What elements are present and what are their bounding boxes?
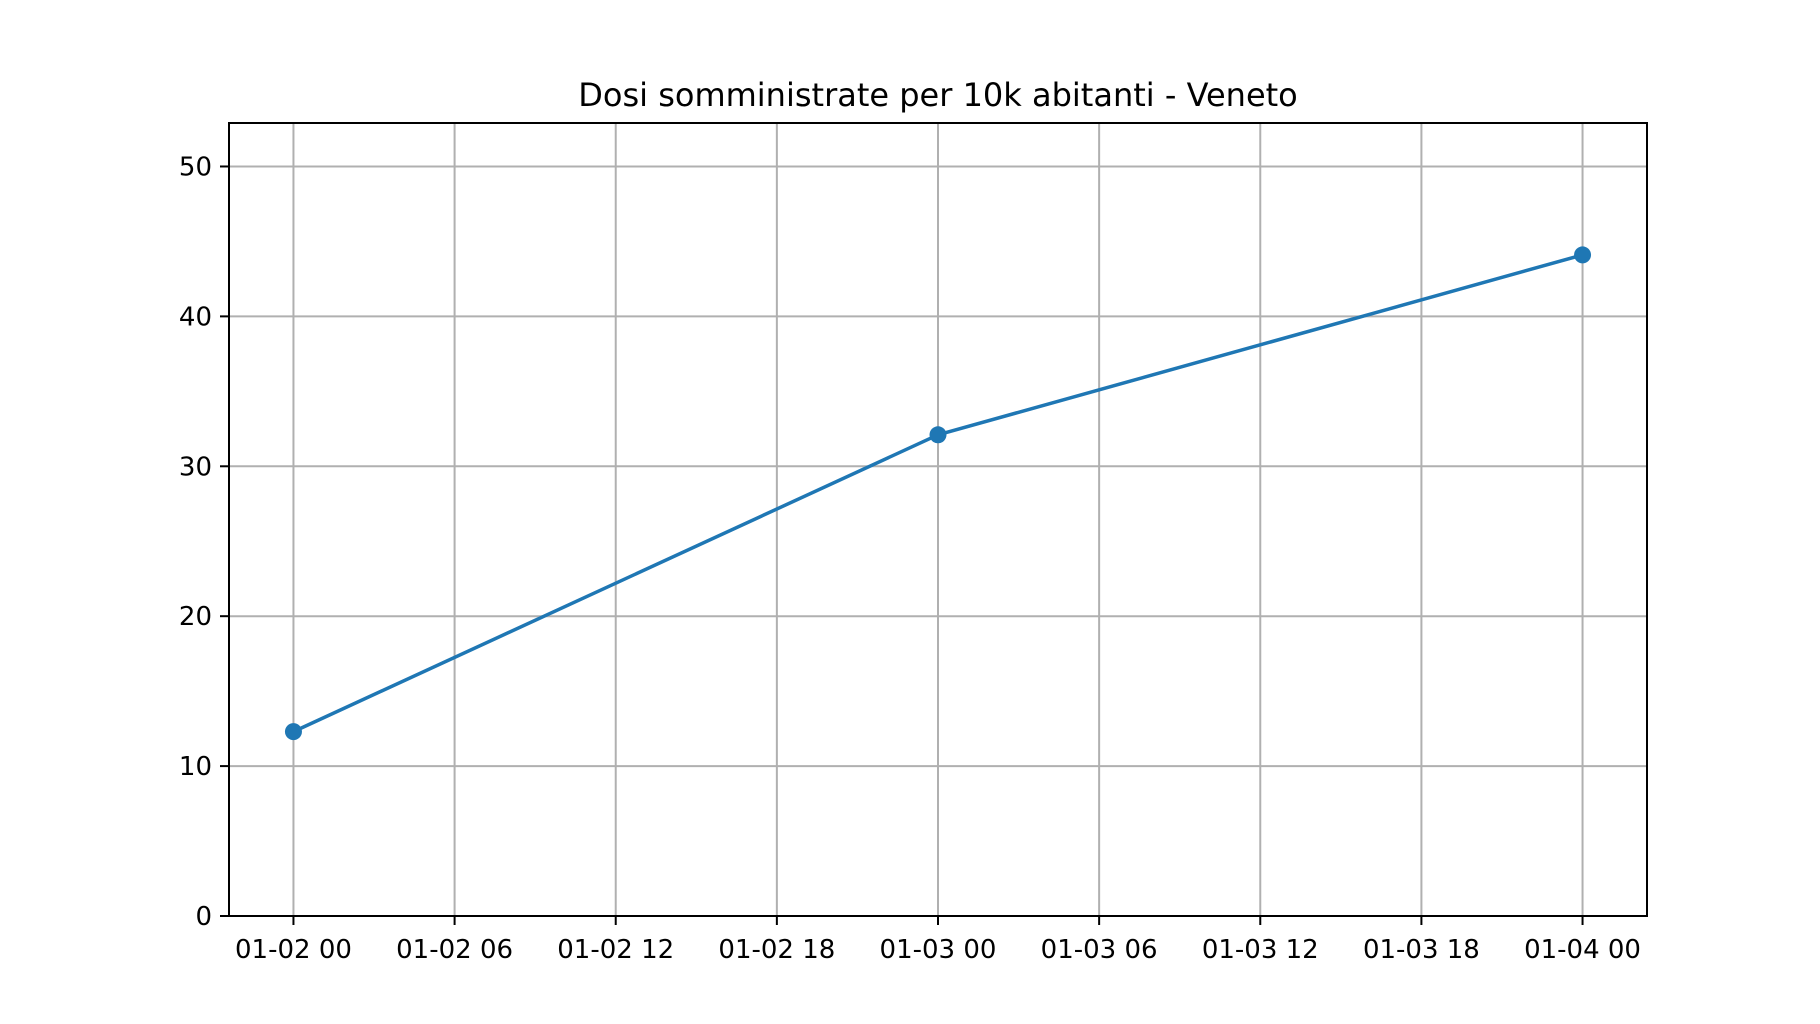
x-tick-label: 01-04 00 <box>1524 935 1641 965</box>
data-point <box>929 426 947 444</box>
x-tick-label: 01-03 18 <box>1363 935 1480 965</box>
data-point <box>284 723 302 741</box>
y-tick-label: 30 <box>179 452 212 482</box>
y-tick-label: 20 <box>179 602 212 632</box>
x-tick-label: 01-02 06 <box>396 935 513 965</box>
x-tick-label: 01-02 12 <box>557 935 674 965</box>
x-tick-label: 01-02 18 <box>718 935 835 965</box>
y-tick-label: 40 <box>179 302 212 332</box>
series-layer <box>284 246 1592 741</box>
x-tick-label: 01-03 06 <box>1041 935 1158 965</box>
data-point <box>1574 246 1592 264</box>
axis-layer: 01-02 00 01-02 06 01-02 12 01-02 18 01-03 00… <box>179 152 1641 965</box>
x-tick-label: 01-02 00 <box>235 935 352 965</box>
plot-frame <box>228 122 1648 917</box>
y-tick-label: 10 <box>179 752 212 782</box>
chart-title: Dosi somministrate per 10k abitanti - Ve… <box>578 76 1298 114</box>
x-tick-label: 01-03 12 <box>1202 935 1319 965</box>
y-tick-label: 0 <box>195 902 212 932</box>
grid-layer <box>229 123 1647 917</box>
y-tick-label: 50 <box>179 152 212 182</box>
x-tick-label: 01-03 00 <box>880 935 997 965</box>
